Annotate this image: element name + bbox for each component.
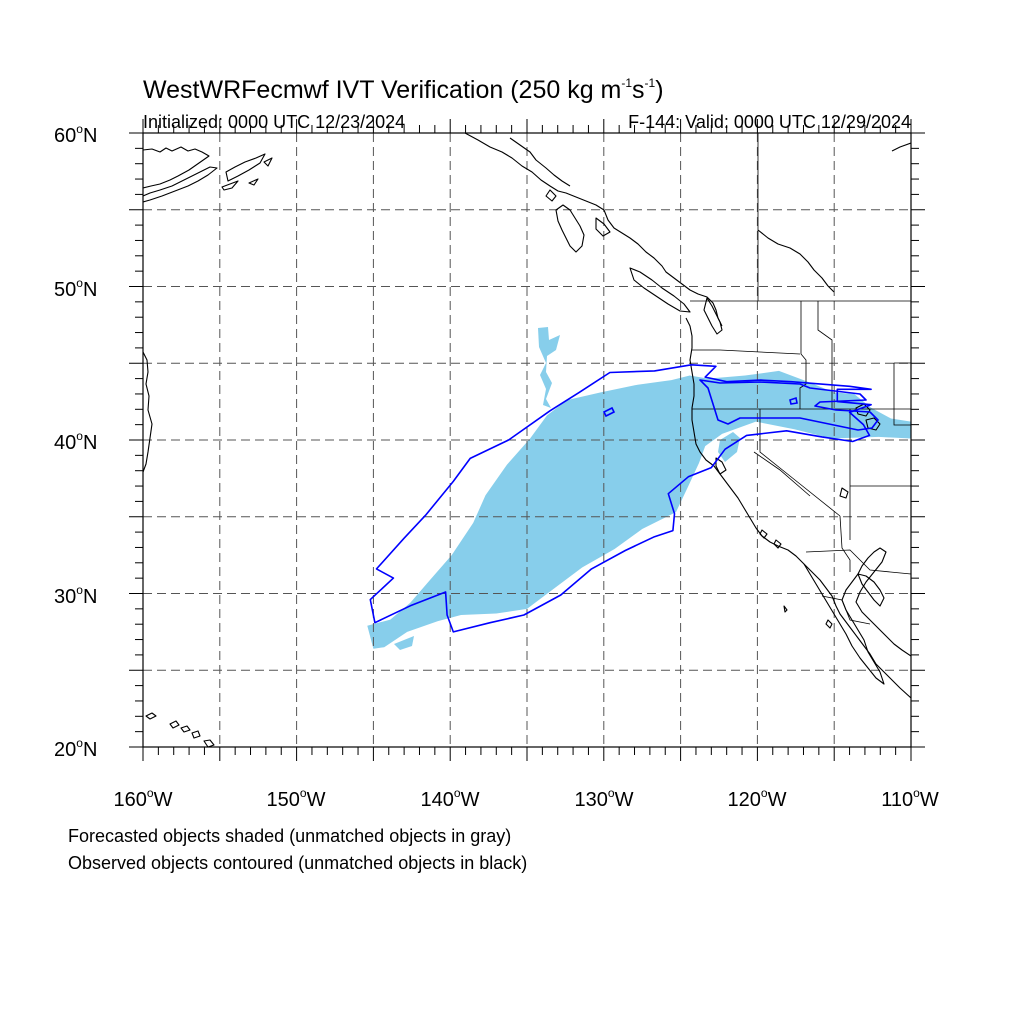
lat-label: 60oN — [54, 122, 97, 147]
initialized-label: Initialized: 0000 UTC 12/23/2024 — [143, 112, 405, 132]
lat-label: 40oN — [54, 429, 97, 454]
observed-object-contour-inner — [699, 379, 879, 431]
observed-object-contour — [369, 364, 872, 633]
lon-label: 110oW — [881, 786, 939, 811]
latitude-labels: 60oN 50oN 40oN 30oN 20oN — [54, 122, 97, 761]
political-borders — [690, 133, 911, 625]
forecast-object-fragment — [394, 636, 414, 650]
lat-label: 30oN — [54, 583, 97, 608]
lon-label: 140oW — [421, 786, 480, 811]
lon-label: 120oW — [728, 786, 787, 811]
axis-ticks — [129, 119, 925, 761]
legend-note-forecast: Forecasted objects shaded (unmatched obj… — [68, 826, 511, 846]
lat-label: 20oN — [54, 736, 97, 761]
forecast-object-fragment — [538, 327, 560, 408]
lon-label: 160oW — [114, 786, 173, 811]
lon-label: 150oW — [267, 786, 326, 811]
coastline — [143, 133, 911, 747]
lon-label: 130oW — [575, 786, 634, 811]
longitude-labels: 160oW 150oW 140oW 130oW 120oW 110oW — [114, 786, 939, 811]
map-title: WestWRFecmwf IVT Verification (250 kg m-… — [143, 76, 664, 104]
legend-note-observed: Observed objects contoured (unmatched ob… — [68, 853, 527, 873]
observed-object-small — [602, 406, 616, 418]
graticule — [143, 133, 911, 747]
valid-time-label: F-144: Valid: 0000 UTC 12/29/2024 — [628, 112, 911, 132]
forecast-object-shading — [367, 370, 911, 649]
observed-object-small — [789, 396, 798, 405]
lat-label: 50oN — [54, 276, 97, 301]
